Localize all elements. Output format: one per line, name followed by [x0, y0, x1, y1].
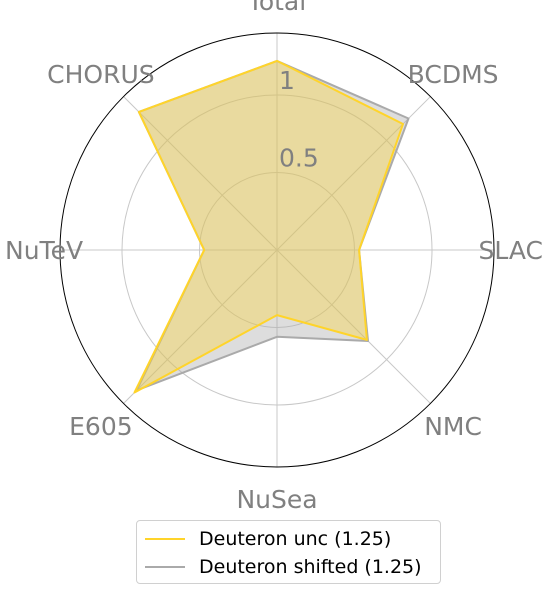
axis-label-chorus: CHORUS: [47, 60, 154, 89]
spoke-nmc: [276, 249, 431, 404]
radar-chart: 0.5 1 Total BCDMS SLAC NMC NuSea E605 NuTeV CHORU…: [5, 0, 543, 510]
axis-label-slac: SLAC: [479, 236, 544, 265]
legend-swatch-unc: [145, 538, 185, 540]
legend-label-shifted: Deuteron shifted (1.25): [199, 556, 422, 578]
axis-label-nutev: NuTeV: [5, 236, 83, 265]
spoke-chorus: [123, 96, 278, 251]
axis-label-bcdms: BCDMS: [408, 60, 499, 89]
radar-labels: 0.5 1 Total BCDMS SLAC NMC NuSea E605 NuTeV CHORU…: [5, 0, 543, 510]
axis-label-nmc: NMC: [424, 412, 482, 441]
outer-frame: [59, 32, 495, 468]
axis-label-e605: E605: [69, 412, 133, 441]
legend-swatch-shifted: [145, 566, 185, 568]
legend: Deuteron unc (1.25) Deuteron shifted (1.…: [136, 520, 441, 584]
radial-tick-label-0: 0.5: [279, 144, 319, 173]
legend-entry-shifted: Deuteron shifted (1.25): [145, 554, 422, 580]
spoke-e605: [123, 249, 278, 404]
legend-entry-unc: Deuteron unc (1.25): [145, 526, 391, 552]
series-polygon-0: [133, 59, 404, 394]
radar-series: [133, 59, 410, 394]
axis-label-total: Total: [247, 0, 306, 16]
axis-label-nusea: NuSea: [236, 485, 317, 510]
legend-label-unc: Deuteron unc (1.25): [199, 528, 392, 550]
radial-tick-label-1: 1: [279, 66, 295, 95]
radar-grid: [59, 32, 495, 468]
spoke-bcdms: [276, 96, 431, 251]
